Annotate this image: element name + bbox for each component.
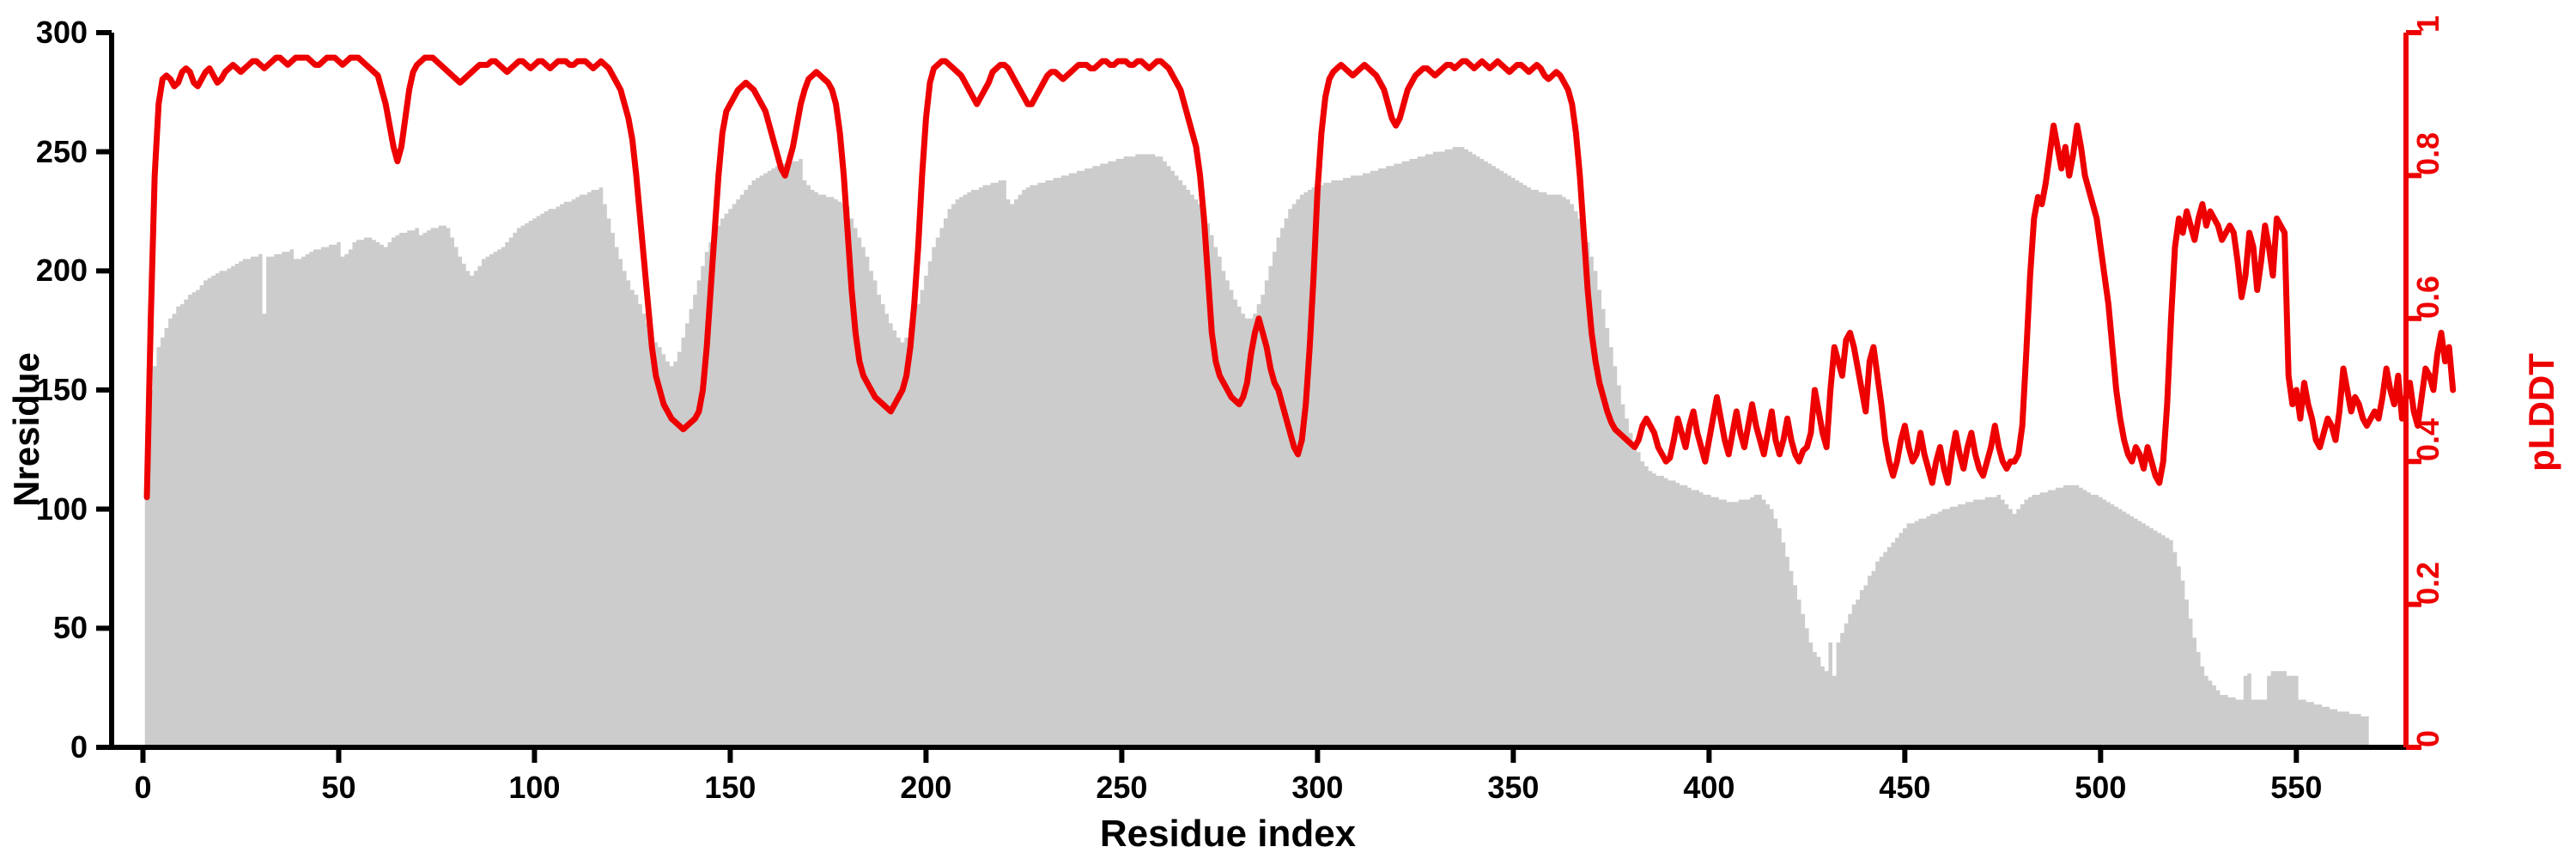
x-tick-label: 300	[1291, 770, 1344, 805]
y-tick-label: 200	[35, 253, 88, 289]
y2-tick-label: 0.6	[2410, 275, 2445, 319]
nresidue-bars	[144, 147, 2369, 747]
line-series-layer	[143, 54, 2457, 501]
y-tick-label: 300	[35, 15, 88, 50]
x-tick-label: 550	[2270, 770, 2323, 805]
y-tick-label: 0	[70, 729, 88, 765]
bottom-axis-line	[112, 745, 2406, 763]
x-tick-label: 450	[1879, 770, 1931, 805]
x-tick-label: 200	[900, 770, 952, 805]
x-tick-label: 150	[704, 770, 756, 805]
x-tick-label: 500	[2075, 770, 2127, 805]
x-tick-label: 400	[1683, 770, 1735, 805]
x-tick-label: 0	[134, 770, 152, 805]
y-tick-label: 100	[35, 490, 88, 527]
axis-layer	[96, 30, 2421, 763]
right-axis-title: pLDDT	[2521, 353, 2561, 472]
plddt-line	[143, 54, 2457, 501]
y2-tick-label: 0.8	[2410, 132, 2445, 176]
y2-tick-label: 0.2	[2410, 561, 2445, 605]
y2-tick-label: 0	[2410, 729, 2445, 747]
left-axis-line	[96, 30, 114, 750]
y2-tick-label: 1	[2410, 15, 2445, 33]
bottom-axis-title: Residue index	[1099, 813, 1357, 855]
y2-tick-label: 0.4	[2410, 418, 2445, 462]
x-tick-label: 50	[321, 770, 356, 805]
y-tick-label: 250	[35, 133, 88, 169]
x-tick-label: 250	[1096, 770, 1148, 805]
bar-series-layer	[144, 147, 2369, 747]
y-tick-label: 150	[35, 372, 88, 407]
left-axis-title: Nresidue	[6, 352, 46, 507]
x-tick-label: 100	[508, 770, 561, 805]
y-tick-label: 50	[52, 610, 88, 646]
x-tick-label: 350	[1487, 770, 1540, 805]
